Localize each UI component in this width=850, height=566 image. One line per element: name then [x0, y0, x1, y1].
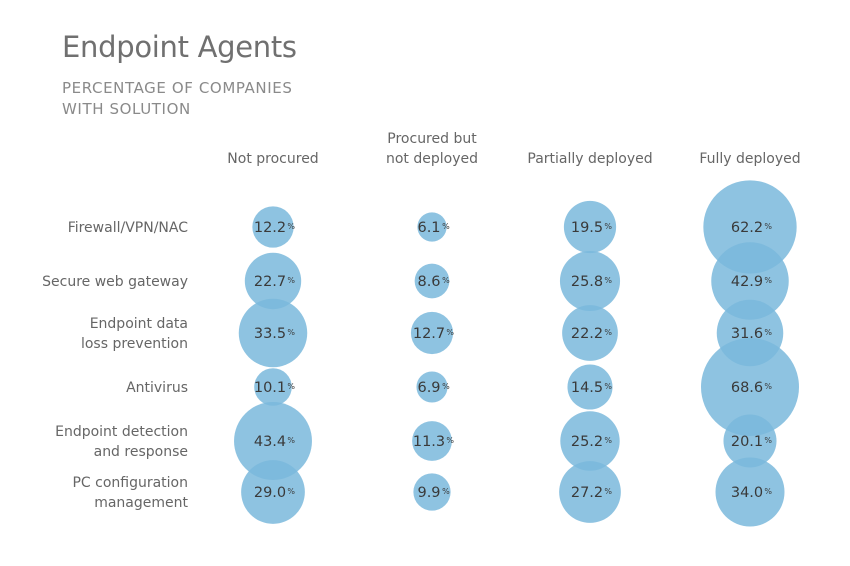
value-label-r5-c2: 11.3 — [413, 434, 445, 450]
percent-sign-r3-c1: % — [287, 328, 295, 337]
bubble-r3-c1 — [238, 298, 308, 368]
row-label-3-line-1: Endpoint data — [90, 316, 188, 332]
percent-sign-r2-c2: % — [442, 276, 450, 285]
value-label-r2-c3: 25.8 — [571, 274, 603, 290]
label-layer: Not procured Procured but not deployed Part… — [42, 131, 801, 511]
percent-sign-r5-c1: % — [287, 436, 295, 445]
percent-sign-r2-c4: % — [764, 276, 772, 285]
percent-sign-r6-c1: % — [287, 487, 295, 496]
percent-sign-r4-c3: % — [604, 382, 612, 391]
bubble-r6-c2 — [413, 473, 451, 511]
bubble-r2-c3 — [559, 250, 621, 312]
bubble-r6-c4 — [715, 457, 785, 527]
bubble-r4-c4 — [701, 338, 799, 436]
value-label-r1-c1: 12.2 — [254, 220, 286, 236]
column-header-4-line-1: Fully deployed — [699, 151, 800, 167]
chart-subtitle: PERCENTAGE OF COMPANIES WITH SOLUTION — [62, 78, 292, 120]
percent-sign-r1-c3: % — [604, 222, 612, 231]
row-label-6-line-1: PC configuration — [72, 475, 188, 491]
value-label-r5-c1: 43.4 — [254, 434, 286, 450]
value-label-r6-c4: 34.0 — [731, 485, 763, 501]
bubble-r4-c2 — [416, 371, 448, 403]
bubble-r1-c1 — [252, 206, 294, 248]
percent-sign-r2-c1: % — [287, 276, 295, 285]
value-label-r3-c3: 22.2 — [571, 326, 603, 342]
value-label-r6-c3: 27.2 — [571, 485, 603, 501]
bubble-r2-c1 — [244, 252, 302, 310]
percent-sign-r5-c4: % — [764, 436, 772, 445]
percent-sign-r4-c2: % — [442, 382, 450, 391]
row-label-2-line-1: Secure web gateway — [42, 274, 188, 290]
bubble-r5-c1 — [234, 402, 312, 480]
row-label-1-line-1: Firewall/VPN/NAC — [68, 220, 189, 236]
row-label-4-line-1: Antivirus — [126, 380, 188, 396]
value-label-r4-c1: 10.1 — [254, 380, 286, 396]
value-label-r1-c2: 6.1 — [417, 220, 440, 236]
bubble-r5-c3 — [560, 411, 620, 471]
percent-sign-r6-c4: % — [764, 487, 772, 496]
value-label-r3-c2: 12.7 — [413, 326, 445, 342]
value-label-r2-c1: 22.7 — [254, 274, 286, 290]
bubble-r4-c3 — [567, 364, 613, 410]
value-label-r6-c1: 29.0 — [254, 485, 286, 501]
value-label-r3-c1: 33.5 — [254, 326, 286, 342]
value-label-r1-c3: 19.5 — [571, 220, 603, 236]
value-label-r2-c4: 42.9 — [731, 274, 763, 290]
percent-sign-r5-c2: % — [446, 436, 454, 445]
bubble-r3-c2 — [410, 311, 454, 355]
bubble-r1-c3 — [563, 200, 617, 254]
column-header-3-line-1: Partially deployed — [527, 151, 652, 167]
value-label-r6-c2: 9.9 — [417, 485, 440, 501]
bubble-layer — [234, 180, 799, 527]
value-label-r4-c2: 6.9 — [417, 380, 440, 396]
percent-sign-r2-c3: % — [604, 276, 612, 285]
percent-sign-r1-c4: % — [764, 222, 772, 231]
value-label-r1-c4: 62.2 — [731, 220, 763, 236]
row-label-5-line-2: and response — [94, 444, 188, 460]
bubble-r2-c2 — [414, 263, 450, 299]
percent-sign-r3-c2: % — [446, 328, 454, 337]
value-label-r3-c4: 31.6 — [731, 326, 763, 342]
subtitle-line-1: PERCENTAGE OF COMPANIES — [62, 79, 293, 97]
percent-sign-r3-c3: % — [604, 328, 612, 337]
value-label-r2-c2: 8.6 — [417, 274, 440, 290]
bubble-r3-c3 — [562, 305, 618, 361]
value-label-r4-c3: 14.5 — [571, 380, 603, 396]
bubble-r6-c1 — [241, 460, 305, 524]
value-label-r5-c4: 20.1 — [731, 434, 763, 450]
column-header-1-line-1: Not procured — [227, 151, 318, 167]
percent-sign-r6-c2: % — [442, 487, 450, 496]
column-header-2-line-1: Procured but — [387, 131, 477, 147]
chart-title: Endpoint Agents — [62, 30, 297, 64]
percent-sign-r1-c2: % — [442, 222, 450, 231]
bubble-r4-c1 — [254, 368, 292, 406]
bubble-r6-c3 — [559, 461, 621, 523]
column-header-2-line-2: not deployed — [386, 151, 478, 167]
bubble-r2-c4 — [711, 242, 789, 320]
percent-sign-r5-c3: % — [604, 436, 612, 445]
percent-sign-r6-c3: % — [604, 487, 612, 496]
value-label-r5-c3: 25.2 — [571, 434, 603, 450]
value-label-r4-c4: 68.6 — [731, 380, 763, 396]
row-label-6-line-2: management — [94, 495, 188, 511]
bubble-r5-c4 — [723, 414, 777, 468]
row-label-3-line-2: loss prevention — [81, 336, 188, 352]
percent-sign-r3-c4: % — [764, 328, 772, 337]
percent-sign-r4-c4: % — [764, 382, 772, 391]
subtitle-line-2: WITH SOLUTION — [62, 100, 191, 118]
percent-sign-r1-c1: % — [287, 222, 295, 231]
percent-sign-r4-c1: % — [287, 382, 295, 391]
bubble-r5-c2 — [412, 421, 452, 461]
bubble-r1-c2 — [417, 212, 447, 242]
row-label-5-line-1: Endpoint detection — [55, 424, 188, 440]
